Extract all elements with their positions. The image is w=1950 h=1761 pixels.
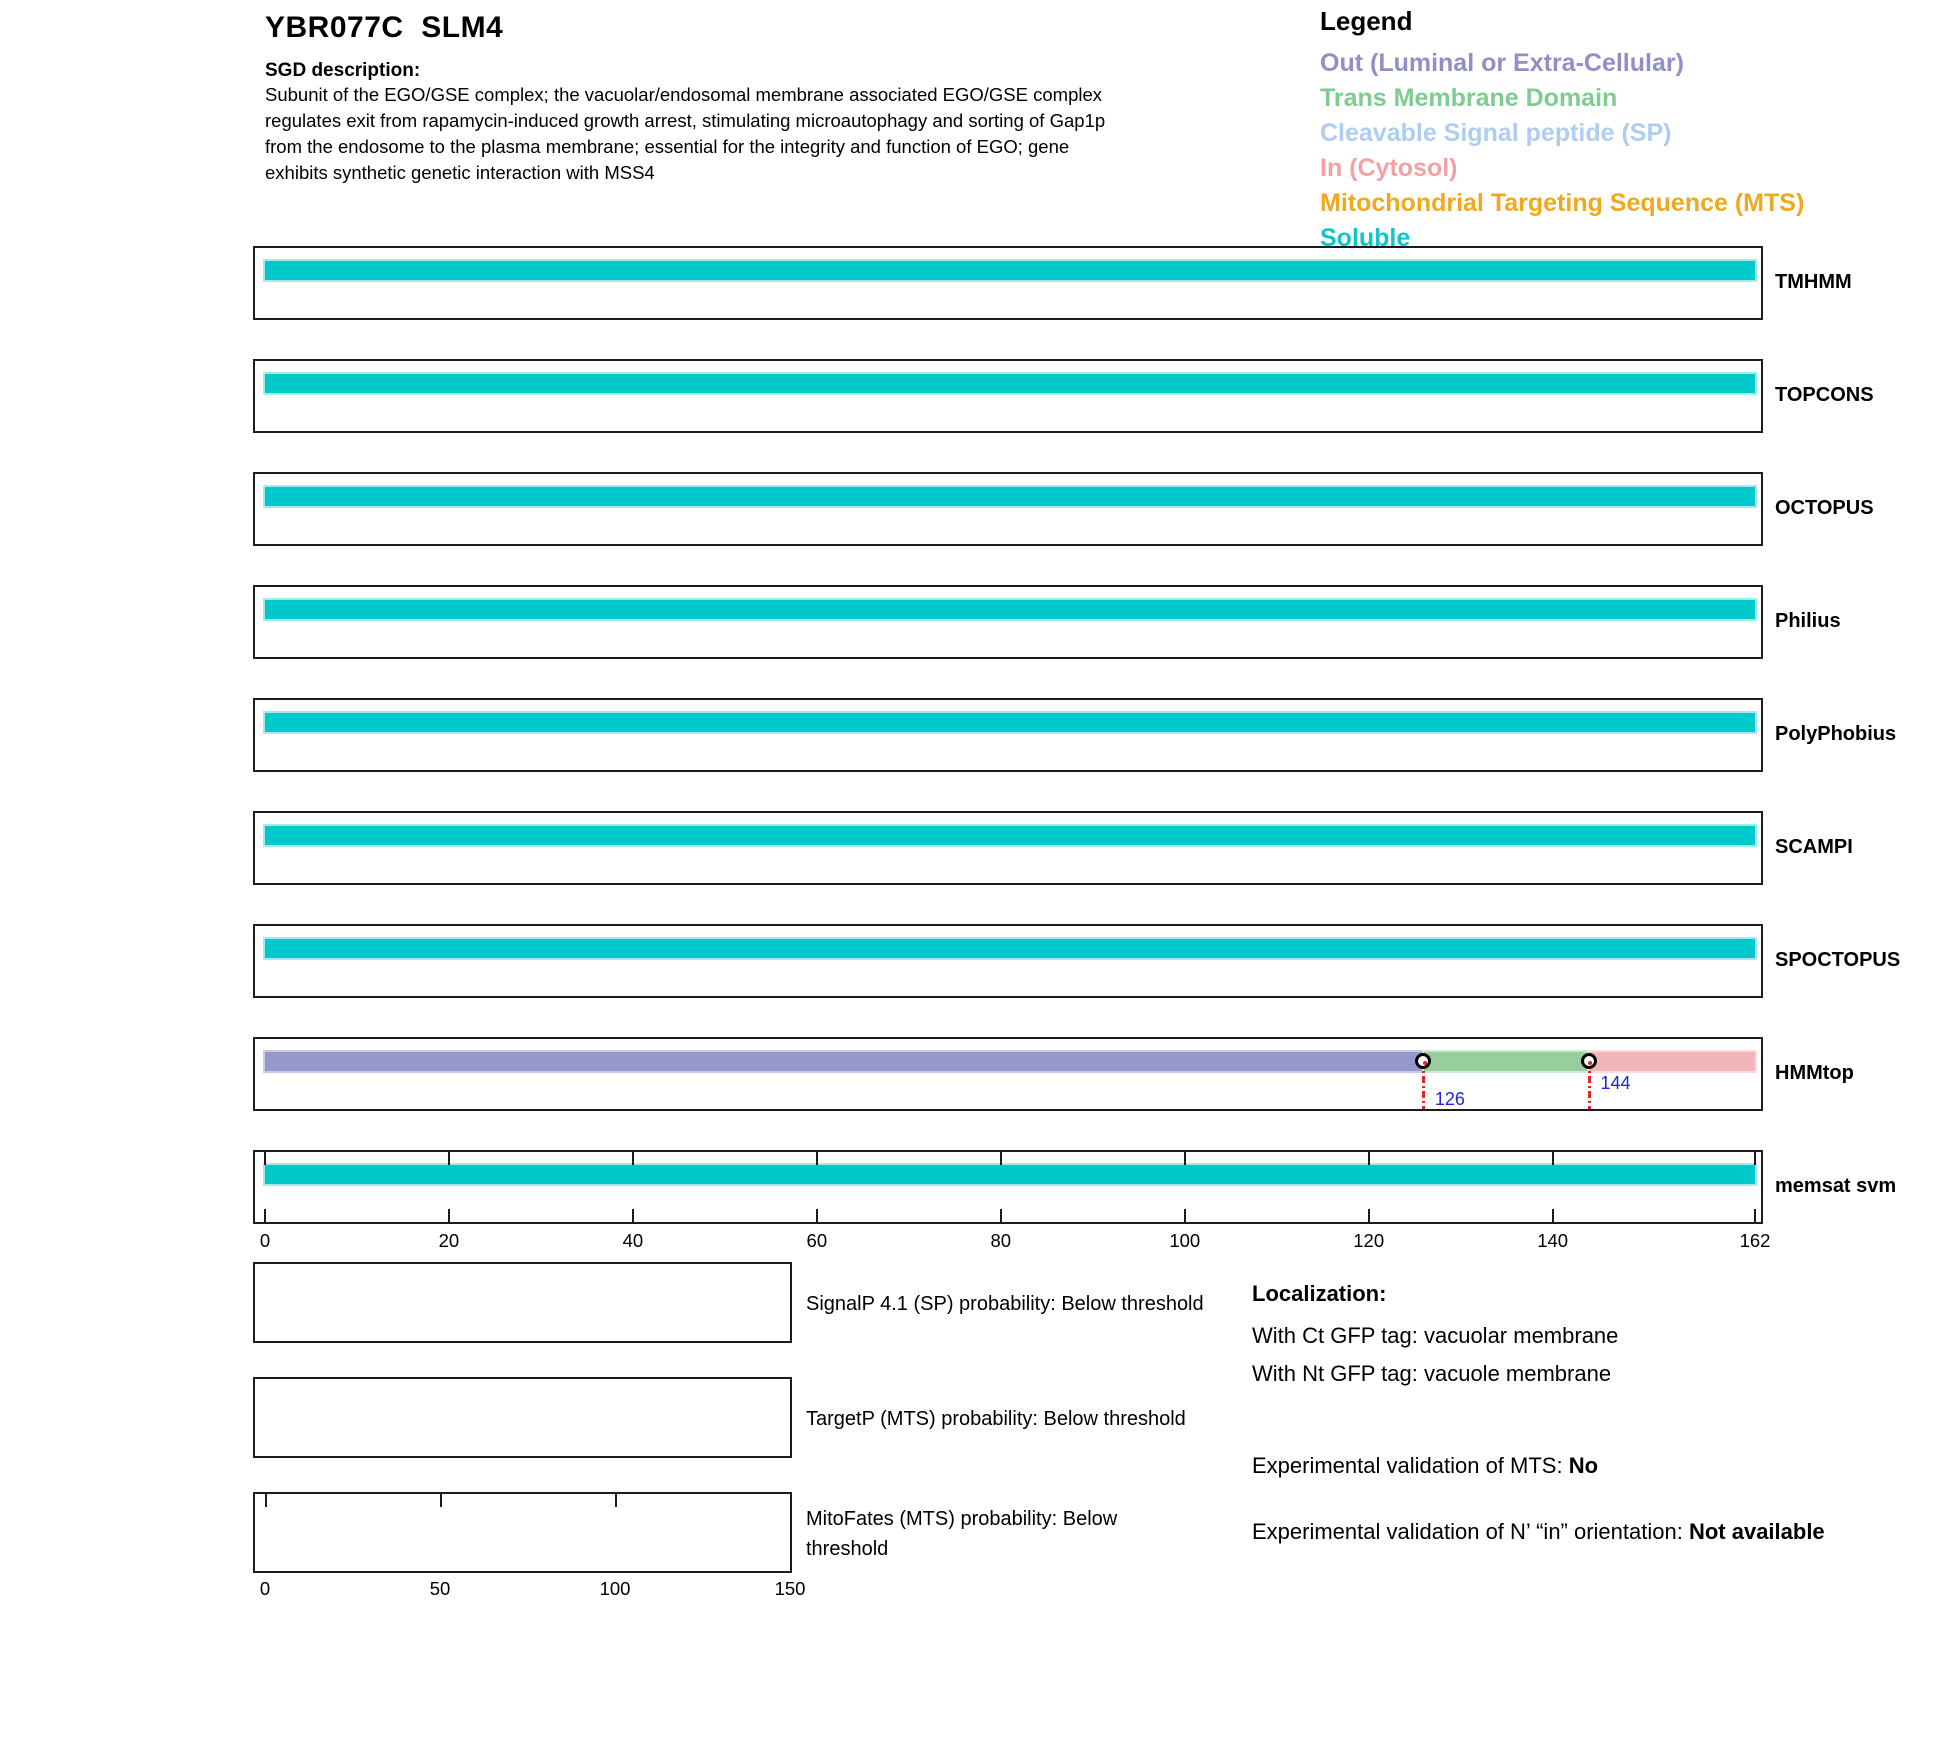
track-row-polyphobius bbox=[253, 698, 1763, 772]
sequence-axis-tick-label: 100 bbox=[1169, 1230, 1201, 1251]
track-bar-segment bbox=[1589, 1052, 1755, 1071]
topology-boundary-marker-dot bbox=[1588, 1060, 1593, 1065]
topology-boundary-marker bbox=[1580, 1053, 1597, 1069]
topology-boundary-marker bbox=[1415, 1053, 1432, 1069]
probability-panel-tick bbox=[440, 1494, 442, 1507]
sequence-axis-tick-label: 20 bbox=[438, 1230, 460, 1251]
track-row-memsat-svm bbox=[253, 1150, 1763, 1224]
sequence-ruler-tick bbox=[264, 1152, 266, 1165]
track-bar-segment bbox=[265, 600, 1755, 619]
sequence-ruler-tick bbox=[1183, 1209, 1186, 1222]
probability-axis-tick-label: 150 bbox=[774, 1578, 806, 1599]
sequence-axis-tick-label: 162 bbox=[1739, 1230, 1771, 1251]
sequence-ruler-tick bbox=[1551, 1152, 1554, 1165]
sequence-ruler-tick bbox=[447, 1152, 450, 1165]
sequence-ruler-tick bbox=[447, 1209, 450, 1222]
probability-panel-label: MitoFates (MTS) probability: Below thres… bbox=[806, 1508, 1118, 1560]
sequence-ruler-tick bbox=[1754, 1152, 1756, 1165]
sequence-ruler-tick bbox=[999, 1209, 1002, 1222]
probability-panel-label: TargetP (MTS) probability: Below thresho… bbox=[806, 1408, 1186, 1430]
track-label: SPOCTOPUS bbox=[1775, 949, 1901, 971]
sequence-ruler-tick bbox=[264, 1209, 266, 1222]
probability-panel bbox=[253, 1377, 792, 1458]
probability-panel-tick bbox=[615, 1494, 617, 1507]
track-bar-segment bbox=[265, 1165, 1755, 1184]
legend-title: Legend bbox=[1320, 6, 1413, 36]
track-bar-segment bbox=[265, 1052, 1424, 1071]
track-label: OCTOPUS bbox=[1775, 497, 1874, 519]
probability-axis-tick-label: 0 bbox=[259, 1578, 271, 1599]
sequence-axis-tick-label: 0 bbox=[259, 1230, 271, 1251]
sequence-axis-tick-label: 40 bbox=[622, 1230, 644, 1251]
track-bar-segment bbox=[265, 939, 1755, 958]
probability-panel bbox=[253, 1492, 792, 1573]
sequence-axis-tick-label: 120 bbox=[1353, 1230, 1385, 1251]
sequence-ruler-tick bbox=[815, 1209, 818, 1222]
sequence-ruler-tick bbox=[1551, 1209, 1554, 1222]
sgd-description-label: SGD description: bbox=[265, 60, 421, 81]
sequence-axis-tick-label: 80 bbox=[990, 1230, 1012, 1251]
track-row-scampi bbox=[253, 811, 1763, 885]
localization-value: No bbox=[1568, 1453, 1599, 1478]
topology-boundary-label: 126 bbox=[1434, 1089, 1465, 1109]
sequence-ruler-tick bbox=[999, 1152, 1002, 1165]
sequence-ruler-tick bbox=[1183, 1152, 1186, 1165]
track-row-spoctopus bbox=[253, 924, 1763, 998]
topology-boundary-line bbox=[1587, 1061, 1591, 1109]
track-label: TOPCONS bbox=[1775, 384, 1874, 406]
legend-item: Out (Luminal or Extra-Cellular) bbox=[1320, 49, 1684, 77]
sequence-axis-tick-label: 140 bbox=[1537, 1230, 1569, 1251]
track-label: memsat svm bbox=[1775, 1175, 1897, 1197]
localization-title: Localization: bbox=[1252, 1281, 1387, 1306]
legend: Legend Out (Luminal or Extra-Cellular) Tr… bbox=[1320, 6, 1880, 256]
probability-panel-tick bbox=[265, 1494, 267, 1507]
track-bar-segment bbox=[265, 826, 1755, 845]
localization-line: Experimental validation of MTS: No bbox=[1252, 1453, 1599, 1478]
probability-axis-tick-label: 50 bbox=[429, 1578, 451, 1599]
sequence-ruler-tick bbox=[1367, 1209, 1370, 1222]
track-row-topcons bbox=[253, 359, 1763, 433]
probability-panel bbox=[253, 1262, 792, 1343]
sequence-ruler-tick bbox=[631, 1209, 634, 1222]
probability-panel-label: SignalP 4.1 (SP) probability: Below thre… bbox=[806, 1293, 1204, 1315]
track-row-tmhmm bbox=[253, 246, 1763, 320]
sequence-ruler-tick bbox=[815, 1152, 818, 1165]
localization-value: Not available bbox=[1688, 1519, 1825, 1544]
track-label: Philius bbox=[1775, 610, 1841, 632]
localization-line: With Ct GFP tag: vacuolar membrane bbox=[1252, 1323, 1619, 1348]
track-row-octopus bbox=[253, 472, 1763, 546]
legend-item: Cleavable Signal peptide (SP) bbox=[1320, 119, 1672, 147]
sequence-axis-tick-label: 60 bbox=[806, 1230, 828, 1251]
localization-line: Experimental validation of N’ “in” orien… bbox=[1252, 1519, 1825, 1544]
track-bar-segment bbox=[1423, 1052, 1590, 1071]
track-bar-segment bbox=[265, 487, 1755, 506]
track-label: SCAMPI bbox=[1775, 836, 1853, 858]
sequence-ruler-tick bbox=[631, 1152, 634, 1165]
topology-boundary-line bbox=[1422, 1061, 1426, 1109]
sgd-description-text: Subunit of the EGO/GSE complex; the vacu… bbox=[265, 84, 1106, 183]
track-bar-segment bbox=[265, 261, 1755, 280]
legend-item: Mitochondrial Targeting Sequence (MTS) bbox=[1320, 189, 1805, 217]
track-label: HMMtop bbox=[1775, 1062, 1854, 1084]
sequence-ruler-tick bbox=[1754, 1209, 1756, 1222]
sequence-ruler-tick bbox=[1367, 1152, 1370, 1165]
track-row-philius bbox=[253, 585, 1763, 659]
topology-boundary-label: 144 bbox=[1600, 1073, 1631, 1093]
page-title: YBR077C SLM4 bbox=[265, 11, 504, 44]
track-bar-segment bbox=[265, 374, 1755, 393]
legend-items: Out (Luminal or Extra-Cellular) Trans Mem… bbox=[1320, 46, 1880, 256]
track-label: PolyPhobius bbox=[1775, 723, 1897, 745]
track-row-hmmtop: 126 144 bbox=[253, 1037, 1763, 1111]
track-label: TMHMM bbox=[1775, 271, 1852, 293]
topology-boundary-marker-dot bbox=[1422, 1060, 1427, 1065]
localization-line: With Nt GFP tag: vacuole membrane bbox=[1252, 1361, 1612, 1386]
legend-item: Trans Membrane Domain bbox=[1320, 84, 1618, 112]
track-bar-segment bbox=[265, 713, 1755, 732]
legend-item: In (Cytosol) bbox=[1320, 154, 1458, 182]
probability-axis-tick-label: 100 bbox=[599, 1578, 631, 1599]
